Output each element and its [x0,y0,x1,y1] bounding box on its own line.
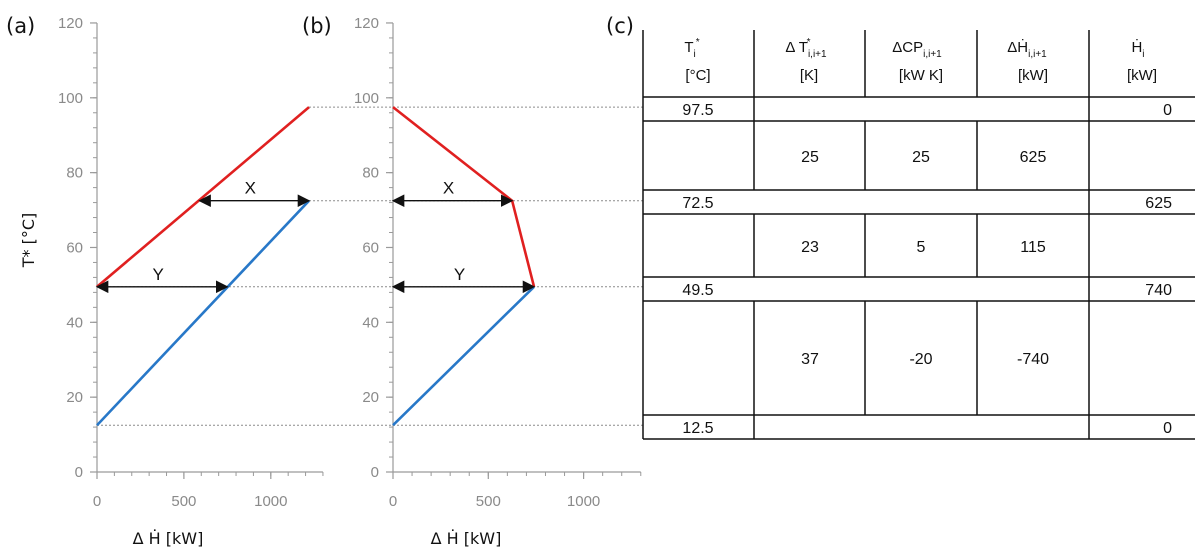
x-tick-label: 500 [476,493,501,510]
header-dt: Δ Ti,i+1* [785,37,827,60]
y-tick-label: 120 [58,15,83,32]
header-h: Ḣi [1131,38,1144,60]
header-dh-unit: [kW] [1018,67,1048,84]
y-tick-label: 100 [58,90,83,107]
y-tick-label: 40 [362,314,379,331]
cumulative-cell: 740 [1145,282,1172,299]
y-tick-label: 0 [371,464,379,481]
cold-curve [392,285,535,427]
interval-dcp-cell: 5 [917,239,926,256]
chart-b-xlabel: Δ Ḣ [kW] [431,529,502,548]
cumulative-cell: 0 [1163,420,1172,437]
x-tick-label: 0 [93,493,101,510]
y-tick-label: 60 [66,239,83,256]
interval-dt-cell: 37 [801,351,819,368]
interval-dcp-cell: -20 [909,351,932,368]
x-tick-label: 500 [171,493,196,510]
annotation-label: Y [153,265,164,284]
cold-curve [96,199,310,427]
y-tick-label: 40 [66,314,83,331]
annotation-label: X [245,179,256,198]
y-tick-label: 80 [66,165,83,182]
temp-cell: 12.5 [682,420,713,437]
table-header: Ti* [°C] Δ Ti,i+1* [K] ΔCPi,i+1 [kW K] Δ… [684,37,1157,84]
temp-cell: 97.5 [682,102,713,119]
panel-b-label: (b) [302,14,332,38]
y-tick-label: 80 [362,165,379,182]
annotation-label: X [443,179,454,198]
cumulative-cell: 0 [1163,102,1172,119]
interval-dt-cell: 23 [801,239,819,256]
y-tick-label: 0 [75,464,83,481]
table-grid [642,30,1195,440]
header-t: Ti* [684,37,699,60]
header-dt-unit: [K] [800,67,818,84]
hot-curve [96,106,310,288]
chart-a-ylabel: T* [°C] [19,213,38,269]
header-dcp: ΔCPi,i+1 [892,39,942,60]
interval-dt-cell: 25 [801,149,819,166]
header-dcp-unit: [kW K] [899,67,943,84]
temp-cell: 49.5 [682,282,713,299]
temp-cell: 72.5 [682,195,713,212]
header-t-unit: [°C] [685,67,710,84]
annotation-label: Y [454,265,465,284]
panel-a-label: (a) [6,14,35,38]
interval-dcp-cell: 25 [912,149,930,166]
hot-curve [392,106,536,288]
header-dh: ΔḢi,i+1 [1007,38,1047,60]
cumulative-cell: 625 [1145,195,1172,212]
y-tick-label: 60 [362,239,379,256]
panel-c-label: (c) [606,14,634,38]
interval-table: Ti* [°C] Δ Ti,i+1* [K] ΔCPi,i+1 [kW K] Δ… [642,30,1195,440]
y-tick-label: 120 [354,15,379,32]
interval-dh-cell: -740 [1017,351,1049,368]
x-tick-label: 1000 [254,493,287,510]
x-tick-label: 1000 [567,493,600,510]
interval-dh-cell: 625 [1020,149,1047,166]
y-tick-label: 20 [362,389,379,406]
y-tick-label: 20 [66,389,83,406]
x-tick-label: 0 [389,493,397,510]
chart-b: 0 20 40 60 80 100 120 0 500 1000 X Y [354,15,643,510]
interval-dh-cell: 115 [1020,239,1046,256]
header-h-unit: [kW] [1127,67,1157,84]
chart-a-xlabel: Δ Ḣ [kW] [133,529,204,548]
y-tick-label: 100 [354,90,379,107]
